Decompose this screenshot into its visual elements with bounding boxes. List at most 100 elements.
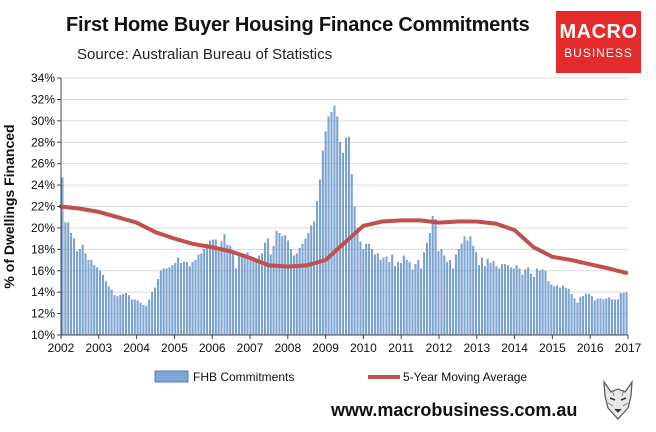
fhb-bar <box>605 298 608 336</box>
bar-series <box>61 105 628 336</box>
fhb-bar <box>394 266 397 336</box>
fhb-bar <box>125 293 128 336</box>
fhb-bar <box>495 266 498 336</box>
fhb-bar <box>258 255 261 336</box>
fhb-bar <box>246 252 249 336</box>
fhb-bar <box>541 269 544 336</box>
fhb-bar <box>171 265 174 336</box>
fhb-bar <box>614 299 616 336</box>
fhb-bar <box>408 262 411 336</box>
fhb-bar <box>556 285 559 336</box>
fhb-bar <box>507 265 509 336</box>
fhb-bar <box>449 259 452 336</box>
fhb-bar <box>261 253 263 336</box>
fhb-bar <box>457 249 460 336</box>
fhb-bar <box>486 258 489 336</box>
fhb-bar <box>229 245 232 336</box>
x-tick-label: 2007 <box>237 341 264 355</box>
fhb-bar <box>119 295 122 336</box>
fhb-bar <box>391 254 394 336</box>
fhb-bar <box>151 292 154 336</box>
fhb-bar <box>353 206 356 336</box>
logo-line-2: BUSINESS <box>564 46 633 60</box>
fhb-bar <box>194 259 197 336</box>
fhb-bar <box>298 248 301 336</box>
x-tick-label: 2006 <box>199 341 226 355</box>
fhb-bar <box>443 255 446 336</box>
fhb-bar <box>345 137 347 336</box>
fhb-bar <box>478 265 480 336</box>
fhb-bar <box>417 259 420 336</box>
fhb-bar <box>264 242 266 336</box>
fhb-bar <box>226 244 229 336</box>
fhb-bar <box>183 262 185 336</box>
fhb-bar <box>489 263 492 336</box>
x-tick-label: 2013 <box>463 341 490 355</box>
legend: FHB Commitments 5-Year Moving Average <box>154 370 527 384</box>
fhb-bar <box>368 243 371 336</box>
fhb-bar <box>590 296 593 336</box>
fhb-bar <box>475 252 478 336</box>
fhb-bar <box>492 260 495 336</box>
fhb-bar <box>388 262 391 336</box>
fhb-bar <box>382 257 385 336</box>
legend-bar-swatch <box>154 370 189 383</box>
logo-line-1: MACRO <box>559 21 638 43</box>
y-tick-label: 28% <box>31 135 55 149</box>
fhb-bar <box>428 233 431 336</box>
fhb-bar <box>452 268 454 336</box>
fhb-bar <box>87 259 90 336</box>
fhb-bar <box>512 268 515 336</box>
fhb-bar <box>133 299 136 336</box>
fhb-bar <box>466 240 469 336</box>
fhb-bar <box>84 253 87 336</box>
y-tick-label: 20% <box>31 221 55 235</box>
fhb-bar <box>611 299 614 336</box>
fhb-bar <box>174 263 177 336</box>
x-tick-label: 2017 <box>615 341 642 355</box>
fhb-bar <box>362 249 365 336</box>
fhb-bar <box>576 302 579 336</box>
fhb-bar <box>136 300 139 336</box>
fhb-bar <box>107 286 110 336</box>
footer-url[interactable]: www.macrobusiness.com.au <box>331 400 578 420</box>
fhb-bar <box>336 116 339 336</box>
fhb-bar <box>379 259 382 336</box>
fhb-bar <box>504 264 506 336</box>
fhb-bar <box>561 285 564 336</box>
fhb-bar <box>211 239 214 336</box>
fhb-bar <box>252 259 255 336</box>
fhb-bar <box>518 268 521 336</box>
fhb-bar <box>313 221 316 336</box>
fhb-bar <box>61 177 64 336</box>
fhb-bar <box>122 294 125 336</box>
fhb-bar <box>373 254 376 336</box>
chart-subtitle: Source: Australian Bureau of Statistics <box>77 46 333 63</box>
fhb-bar <box>463 236 466 336</box>
fhb-bar <box>579 297 582 336</box>
fhb-bar <box>483 266 486 336</box>
fhb-bar <box>188 266 191 336</box>
x-tick-label: 2008 <box>274 341 301 355</box>
fhb-bar <box>321 150 324 336</box>
fhb-bar <box>515 265 518 336</box>
y-tick-label: 24% <box>31 178 55 192</box>
fhb-bar <box>356 227 359 336</box>
fhb-bar <box>472 245 475 336</box>
fhb-bar <box>214 239 217 336</box>
x-tick-label: 2002 <box>48 341 75 355</box>
fhb-bar <box>535 268 538 336</box>
fhb-bar <box>278 233 281 336</box>
fhb-bar <box>527 267 530 336</box>
fhb-bar <box>316 200 318 336</box>
legend-label-fhb: FHB Commitments <box>193 370 294 384</box>
fhb-bar <box>275 230 278 336</box>
y-axis-label: % of Dwellings Financed <box>1 124 17 288</box>
fhb-bar <box>284 235 287 336</box>
fhb-bar <box>588 294 590 336</box>
legend-label-ma: 5-Year Moving Average <box>403 370 527 384</box>
fhb-bar <box>162 268 165 336</box>
fhb-bar <box>411 269 414 336</box>
fhb-bar <box>414 264 417 336</box>
fhb-bar <box>538 270 541 336</box>
